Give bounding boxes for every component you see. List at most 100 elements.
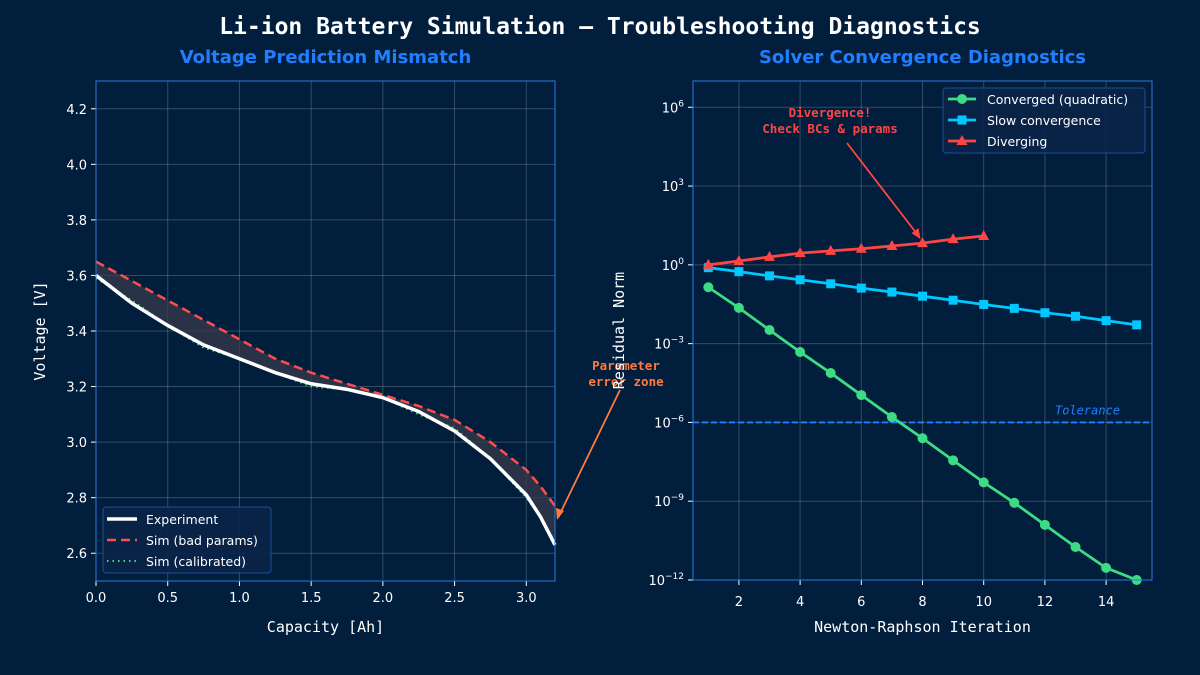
data-point-diverging [947,233,959,244]
annotation-text: Parameter [592,358,660,373]
figure-title: Li-ion Battery Simulation — Troubleshoot… [219,14,981,40]
x-tick-label: 2.5 [444,591,465,606]
y-tick-label: 10−3 [654,336,684,353]
data-point-converged [825,368,836,379]
annotation-text: error zone [588,374,664,389]
data-point-converged [1039,519,1050,530]
convergence-chart: 2 4 6 8 10 12 14 10−12 10−9 10−6 10−3 100 103 106 Tole… [610,47,1153,636]
y-tick-label: 3.6 [66,269,87,284]
chart-title: Voltage Prediction Mismatch [180,47,472,68]
data-point-converged [978,477,989,488]
data-point-slow [918,291,927,301]
y-tick-label: 10−9 [654,493,684,510]
data-point-diverging [855,242,867,253]
error-fill [96,261,555,545]
x-tick-label: 2 [735,595,743,610]
legend-box [942,87,1146,154]
data-point-slow [826,279,836,289]
y-tick-label: 3.4 [66,325,87,340]
x-tick-label: 8 [918,595,926,610]
annotation-arrow [557,389,621,519]
data-point-slow [765,271,774,281]
annotation-arrowhead [556,507,564,520]
data-point-slow [1009,303,1019,313]
plot-area [96,81,555,581]
y-tick-label: 100 [662,257,685,274]
data-point-converged [1070,542,1081,553]
y-tick-label: 103 [662,178,684,195]
y-tick-label: 3.0 [66,436,87,451]
data-point-slow [1071,311,1080,321]
legend-label: Slow convergence [987,113,1101,128]
series-bad-params [95,260,557,507]
data-point-converged [948,455,959,466]
x-tick-label: 6 [857,595,865,610]
x-tick-label: 2.0 [373,591,394,606]
y-axis-label: Residual Norm [610,272,628,389]
data-point-slow [856,283,866,293]
data-point-converged [886,412,897,423]
legend-marker [957,115,967,125]
y-tick-label: 106 [662,99,685,116]
data-point-diverging [825,244,837,255]
y-axis-label: Voltage [V] [31,281,49,380]
data-point-diverging [733,255,745,266]
axes-frame [95,80,556,582]
legend-label: Experiment [146,512,218,527]
x-tick-label: 1.0 [229,591,250,606]
data-point-slow [887,287,897,297]
data-point-slow [734,267,744,277]
data-point-converged [764,325,775,336]
y-tick-label: 4.2 [66,103,87,118]
tolerance-label: Tolerance [1055,403,1120,417]
legend-marker [957,94,967,104]
data-point-converged [856,390,867,401]
x-tick-label: 4 [796,595,804,610]
data-point-diverging [764,250,775,261]
y-tick-label: 2.6 [66,547,87,562]
data-point-converged [795,347,806,358]
x-tick-label: 0.0 [86,591,107,606]
series-experiment [94,274,557,546]
y-tick-label: 2.8 [66,492,87,507]
x-tick-label: 0.5 [157,591,178,606]
data-point-diverging [702,258,714,269]
x-tick-label: 3.0 [516,591,537,606]
data-point-slow [795,275,805,285]
x-tick-label: 14 [1098,595,1115,610]
data-point-diverging [917,237,928,248]
data-point-slow [1101,316,1111,326]
legend-marker [956,135,968,145]
series-triangle-line [708,234,984,267]
y-tick-label: 10−6 [654,414,684,431]
data-point-converged [917,433,928,444]
chart-title: Solver Convergence Diagnostics [759,47,1086,68]
axes-frame [692,80,1153,581]
data-point-diverging [886,240,898,251]
data-point-converged [1101,562,1112,573]
data-point-diverging [794,247,806,258]
legend-label: Sim (calibrated) [146,554,246,569]
annotation-text: Check BCs & params [762,121,897,136]
y-tick-label: 3.2 [66,381,87,396]
data-point-converged [703,282,714,293]
data-point-diverging [978,230,990,241]
y-tick-label: 4.0 [66,158,87,173]
annotation-arrow [846,142,921,238]
annotation-text: Divergence! [789,105,872,120]
annotation-arrowhead [911,228,921,240]
data-point-slow [979,299,989,309]
legend-box [102,506,272,574]
legend-label: Sim (bad params) [146,533,258,548]
y-tick-label: 3.8 [66,214,87,229]
voltage-chart: 0.0 0.5 1.0 1.5 2.0 2.5 3.0 2.6 2.8 3.0 3.2 3.4 3.6 3… [31,47,664,636]
data-point-converged [1009,497,1020,508]
x-axis-label: Newton-Raphson Iteration [814,618,1031,636]
legend-label: Converged (quadratic) [987,92,1128,107]
x-tick-label: 1.5 [301,591,322,606]
legend-label: Diverging [987,134,1047,149]
data-point-slow [948,295,958,305]
data-point-converged [733,302,744,313]
x-tick-label: 12 [1037,595,1054,610]
data-point-slow [1132,320,1142,330]
